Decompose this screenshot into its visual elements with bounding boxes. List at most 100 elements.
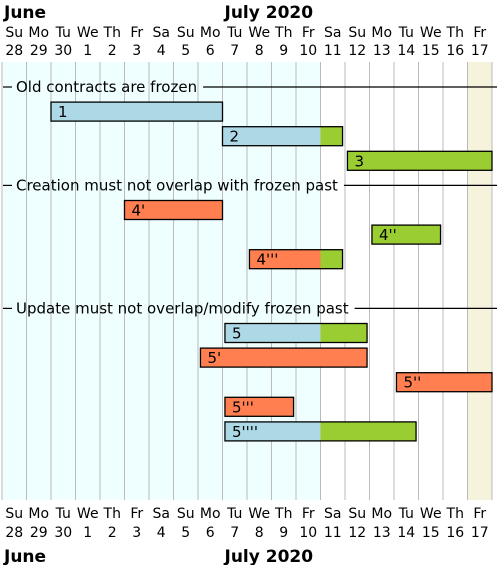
weekday-label: Su <box>348 506 366 522</box>
month-label: June <box>3 3 46 23</box>
contract-bar: 5''' <box>224 396 295 417</box>
day-number-label: 1 <box>83 525 92 541</box>
section-headings: Old contracts are frozen Creation must no… <box>3 78 497 317</box>
day-number-label: 10 <box>299 525 317 541</box>
contract-bar: 2 <box>221 126 344 147</box>
day-number-label: 13 <box>373 43 391 59</box>
contract-bar-outline <box>346 150 493 171</box>
day-number-label: 1 <box>83 43 92 59</box>
contract-bar: 5 <box>224 322 368 344</box>
day-number-label: 14 <box>397 525 415 541</box>
contract-bar-label: 3 <box>354 152 364 170</box>
day-number-label: 3 <box>132 525 141 541</box>
day-number-label: 13 <box>373 525 391 541</box>
contract-bar-segment-green <box>320 249 343 269</box>
day-number-label: 11 <box>324 43 342 59</box>
contract-bar-label: 5' <box>207 349 221 367</box>
weekday-label: Mo <box>200 506 221 522</box>
weekday-label: Fr <box>302 506 315 522</box>
weekday-label: We <box>420 25 442 41</box>
weekday-label: Tu <box>55 25 71 41</box>
weekday-label: We <box>248 506 270 522</box>
contract-bar-label: 5'' <box>403 374 421 392</box>
weekday-label: Sa <box>324 25 341 41</box>
month-label: June <box>3 547 46 565</box>
day-number-label: 28 <box>5 525 23 541</box>
day-number-label: 2 <box>108 43 117 59</box>
weekday-label: Su <box>5 25 23 41</box>
day-number-label: 10 <box>299 43 317 59</box>
day-number-label: 14 <box>397 43 415 59</box>
section-heading: Creation must not overlap with frozen pa… <box>16 176 338 194</box>
day-number-label: 7 <box>230 43 239 59</box>
contract-bar: 3 <box>346 150 493 171</box>
weekday-label: Su <box>177 25 195 41</box>
contract-bar-label: 5 <box>232 325 242 343</box>
weekday-label: Mo <box>200 25 221 41</box>
day-number-label: 4 <box>157 43 166 59</box>
weekday-label: Tu <box>226 25 242 41</box>
contract-bar-segment-orange <box>124 200 223 220</box>
contract-bar-label: 1 <box>58 103 68 121</box>
weekday-label: Mo <box>371 25 392 41</box>
contract-bar-label: 5'''' <box>232 423 258 441</box>
weekday-label: Sa <box>153 506 170 522</box>
weekday-label: Fr <box>302 25 315 41</box>
day-number-label: 3 <box>132 43 141 59</box>
contract-bar-outline <box>199 347 368 368</box>
day-number-label: 9 <box>279 43 288 59</box>
day-number-label: 30 <box>54 43 72 59</box>
weekday-label: Tu <box>398 25 414 41</box>
weekday-label: Th <box>274 506 292 522</box>
weekday-label: Fr <box>130 25 143 41</box>
contract-bar-segment-blue <box>51 102 223 122</box>
contract-bar: 4''' <box>248 249 344 270</box>
contract-bar-segment-green <box>320 323 368 343</box>
weekday-label: Mo <box>28 506 49 522</box>
contract-bar-segment-green <box>320 421 417 441</box>
day-number-label: 15 <box>422 43 440 59</box>
contract-bar-outline <box>248 249 344 270</box>
calendar-header-top: June July 2020 Su 28 Mo 29 Tu 30 We 1 Th 2 Fr 3 Sa 4 Su 5… <box>3 3 489 59</box>
contract-bar-segment-orange <box>396 372 492 392</box>
contract-bar-outline <box>221 126 344 147</box>
day-number-label: 12 <box>348 43 366 59</box>
contract-bar-segment-blue <box>222 126 321 146</box>
contract-bar-segment-orange <box>224 397 294 417</box>
contract-bar-label: 4'' <box>379 226 397 244</box>
weekday-label: Su <box>348 25 366 41</box>
contract-bar-outline <box>224 421 417 442</box>
weekday-label: Tu <box>398 506 414 522</box>
day-number-label: 30 <box>54 525 72 541</box>
day-number-label: 8 <box>255 43 264 59</box>
contract-bar: 5' <box>199 347 368 368</box>
weekday-label: Tu <box>226 506 242 522</box>
weekday-label: Fr <box>473 25 486 41</box>
weekday-label: We <box>77 506 99 522</box>
section-heading: Old contracts are frozen <box>16 78 197 96</box>
day-number-label: 8 <box>255 525 264 541</box>
day-number-label: 4 <box>157 525 166 541</box>
contract-bar-outline <box>224 396 295 417</box>
month-label: July 2020 <box>224 3 314 23</box>
day-number-label: 12 <box>348 525 366 541</box>
weekday-label: Th <box>103 25 121 41</box>
day-number-label: 29 <box>30 525 48 541</box>
weekday-label: Mo <box>371 506 392 522</box>
contract-bar-label: 4''' <box>256 251 278 269</box>
day-number-label: 6 <box>206 525 215 541</box>
contract-bar-label: 4' <box>132 202 146 220</box>
weekday-label: We <box>420 506 442 522</box>
contract-bar: 1 <box>50 101 224 122</box>
weekday-label: We <box>77 25 99 41</box>
day-number-label: 2 <box>108 525 117 541</box>
day-number-label: 16 <box>446 43 464 59</box>
day-number-label: 7 <box>230 525 239 541</box>
day-number-label: 15 <box>422 525 440 541</box>
weekday-label: Sa <box>324 506 341 522</box>
calendar-header-bottom: June July 2020 Su 28 Mo 29 Tu 30 We 1 Th 2 Fr 3 Sa 4 Su 5… <box>3 506 489 565</box>
day-number-label: 11 <box>324 525 342 541</box>
section-heading: Update must not overlap/modify frozen pa… <box>16 299 349 317</box>
contract-bar-outline <box>50 101 224 122</box>
contract-bar: 5'''' <box>224 421 417 442</box>
